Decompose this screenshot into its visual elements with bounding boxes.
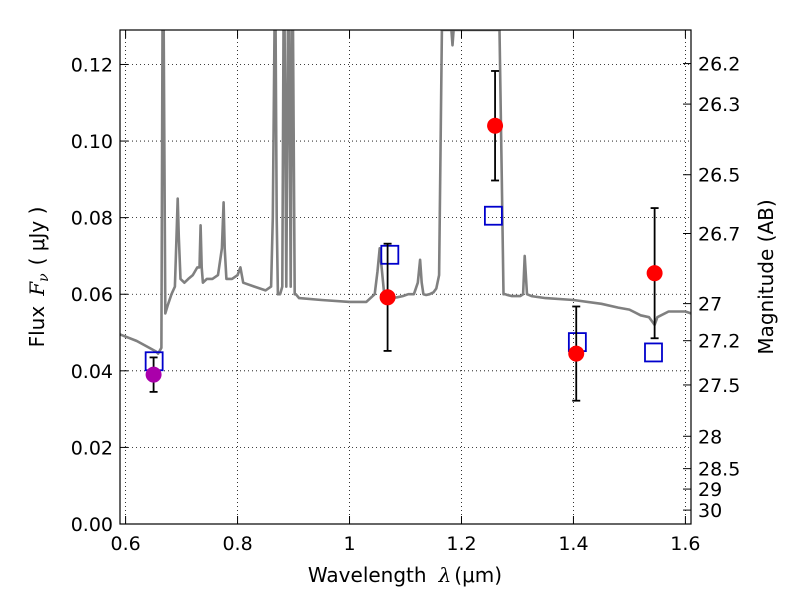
y2-tick-label: 27.5 [698, 375, 740, 397]
y-tick-label: 0.10 [71, 131, 113, 153]
y2-tick-label: 28 [698, 426, 722, 448]
x-tick-label: 1 [343, 533, 355, 555]
ticks: 0.6 0.8 1 1.2 1.4 1.6 0.00 0.02 0.04 0.06 0.08 0.10… [71, 30, 740, 555]
detection-point [568, 345, 585, 362]
detection-point [646, 265, 663, 282]
model-band-marker [483, 205, 503, 226]
y2-tick-label: 28.5 [698, 459, 740, 481]
detection-point [487, 117, 504, 134]
y2-tick-label: 26.3 [698, 94, 740, 116]
grid-lines [120, 30, 691, 525]
x-tick-label: 0.6 [110, 533, 140, 555]
detection-point [379, 289, 396, 306]
model-band-marker [644, 342, 663, 363]
y2-tick-label: 27 [698, 294, 722, 316]
x-axis-label: Wavelength λ (μm) [308, 563, 502, 587]
y-tick-label: 0.00 [71, 514, 113, 536]
y2-tick-label: 30 [698, 500, 722, 522]
x-tick-label: 0.8 [222, 533, 252, 555]
x-tick-label: 1.4 [558, 533, 588, 555]
y-tick-label: 0.06 [71, 284, 113, 306]
y2-tick-label: 26.7 [698, 223, 740, 245]
x-tick-label: 1.6 [670, 533, 700, 555]
optical-point [145, 366, 162, 383]
plot-frame [119, 29, 692, 525]
y2-axis-label: Magnitude (AB) [754, 199, 778, 354]
y-tick-label: 0.12 [71, 54, 113, 76]
model-band-marker [380, 244, 400, 265]
y2-tick-label: 26.2 [698, 54, 740, 76]
x-tick-label: 1.2 [446, 533, 476, 555]
y2-tick-label: 26.5 [698, 165, 740, 187]
y2-tick-label: 29 [698, 479, 722, 501]
y-tick-label: 0.08 [71, 208, 113, 230]
y-tick-label: 0.04 [71, 361, 113, 383]
y-axis-label: FluxFν( μJy ) [25, 207, 52, 348]
y-tick-label: 0.02 [71, 437, 113, 459]
model-spectrum-line [120, 30, 691, 355]
plot-area [120, 30, 691, 402]
y2-tick-label: 27.2 [698, 331, 740, 353]
